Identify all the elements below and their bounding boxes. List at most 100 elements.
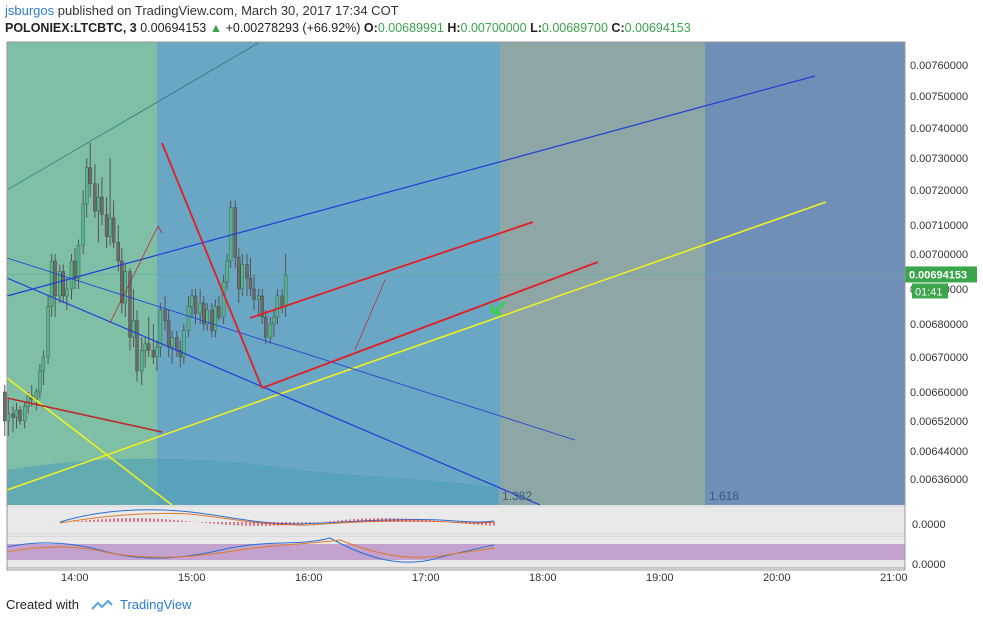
time-tick-label: 14:00 [61, 572, 89, 584]
candle-body [38, 370, 42, 393]
candle-body [225, 260, 229, 283]
candle-body [248, 278, 253, 290]
tradingview-link[interactable]: TradingView [120, 597, 192, 612]
candle-body [272, 316, 276, 325]
candle-body [245, 264, 249, 279]
price-change: +0.00278293 (+66.92%) [225, 21, 361, 35]
zone-green [7, 42, 157, 505]
candle-body [3, 391, 7, 422]
yellow-trendline [6, 201, 827, 491]
candle-body [240, 264, 245, 290]
red-wedge [354, 279, 386, 351]
low-label: L: [530, 21, 542, 35]
candle-body [237, 257, 241, 290]
red-impulse-down [161, 142, 263, 389]
candle-body [268, 323, 273, 338]
candle-body [69, 260, 74, 290]
candle-body [233, 207, 237, 258]
candle-body [131, 320, 136, 338]
candle-body [88, 167, 92, 184]
time-tick-label: 17:00 [412, 572, 440, 584]
candle-body [104, 214, 109, 237]
red-line-left [6, 397, 163, 433]
price-tick-label: 0.00720000 [910, 185, 968, 197]
osc2-tick-label: 0.0000 [912, 559, 946, 571]
open-label: O: [363, 21, 378, 35]
price-tick-label: 0.00652000 [910, 416, 968, 428]
candle-body [46, 306, 50, 358]
candle-body [283, 274, 288, 307]
candle-body [193, 295, 198, 314]
countdown-text: 01:41 [915, 286, 943, 298]
zone-gray [500, 42, 705, 505]
created-with-text: Created with [6, 597, 79, 612]
candle-body [120, 260, 124, 304]
time-tick-label: 20:00 [763, 572, 791, 584]
osc1-tick-label: 0.0000 [912, 519, 946, 531]
price-tick-label: 0.00670000 [910, 352, 968, 364]
candle-body [61, 271, 65, 297]
symbol-name: POLONIEX:LTCBTC, 3 [5, 21, 137, 35]
candle-body [256, 295, 261, 300]
candle-body [108, 217, 112, 237]
candle-body [280, 295, 284, 307]
candle-body [14, 409, 19, 418]
time-axis [7, 568, 905, 586]
high-value: 0.00700000 [460, 21, 527, 35]
candle-body [139, 350, 144, 372]
red-triangle-a [109, 225, 159, 324]
candle-body [182, 330, 186, 358]
candle-body [100, 196, 104, 215]
red-channel-lower [261, 261, 599, 389]
candle-body [73, 260, 77, 279]
candle-body [84, 167, 89, 205]
candle-body [175, 337, 179, 351]
candle-body [163, 309, 167, 321]
red-triangle-b [157, 225, 163, 234]
plot-border [6, 41, 906, 571]
price-tick-label: 0.00750000 [910, 91, 968, 103]
candle-body [201, 302, 206, 325]
countdown-tag [912, 283, 948, 299]
volume-area [7, 458, 498, 505]
last-price-tag-text: 0.00694153 [909, 269, 967, 281]
candle-body [166, 320, 171, 348]
up-arrow-icon: ▲ [209, 21, 223, 35]
candle-body [93, 183, 97, 212]
price-tick-label: 0.00700000 [910, 249, 968, 261]
price-tick-label: 0.00636000 [910, 474, 968, 486]
blue-thin-line [6, 257, 576, 441]
open-value: 0.00689991 [377, 21, 444, 35]
publish-text: published on TradingView.com, March 30, … [57, 3, 399, 18]
candle-body [81, 203, 85, 246]
candle-body [34, 391, 39, 400]
fib-label: 1.618 [709, 489, 739, 503]
candle-body [143, 343, 147, 351]
candle-body [205, 309, 209, 325]
red-channel-upper [249, 221, 534, 319]
candle-body [158, 309, 163, 348]
candle-body [275, 295, 280, 318]
tradingview-logo-icon [90, 598, 113, 610]
time-tick-label: 15:00 [178, 572, 206, 584]
footer: Created with TradingView [6, 597, 192, 612]
stoch-k-line [6, 537, 495, 563]
price-tick-label: 0.00680000 [910, 319, 968, 331]
candle-body [53, 260, 57, 297]
candle-body [178, 350, 183, 358]
high-label: H: [447, 21, 461, 35]
price-axis [905, 42, 983, 570]
candle-body [155, 346, 159, 358]
candle-body [22, 406, 27, 422]
price-tick-label: 0.00660000 [910, 387, 968, 399]
price-tick-label: 0.00760000 [910, 60, 968, 72]
author-link[interactable]: jsburgos [5, 3, 55, 18]
macd-line [59, 509, 495, 525]
macd-panel [6, 505, 906, 535]
candle-body [11, 413, 15, 418]
candle-body [58, 271, 62, 297]
candle-body [221, 281, 226, 318]
candle-body [65, 288, 69, 297]
time-tick-label: 16:00 [295, 572, 323, 584]
